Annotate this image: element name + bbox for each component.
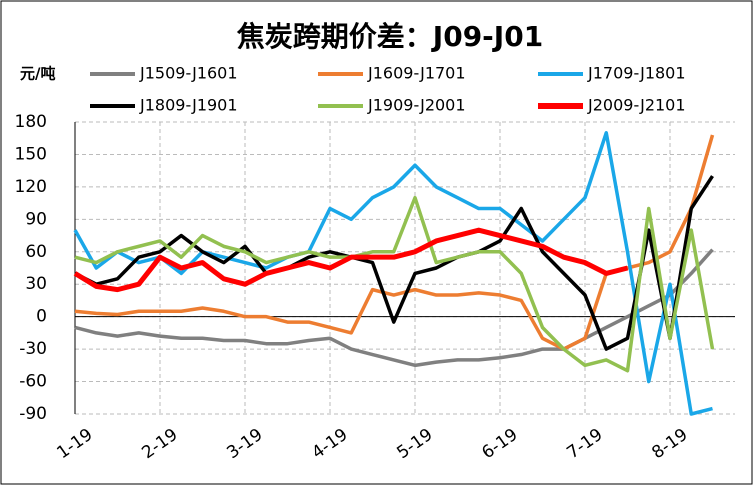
y-tick-label: 120 <box>15 177 47 197</box>
legend-label: J1509-J1601 <box>139 64 238 83</box>
y-tick-label: -30 <box>19 339 47 359</box>
y-tick-label: 180 <box>15 112 47 132</box>
legend-label: J1809-J1901 <box>139 96 238 115</box>
legend-label: J1909-J2001 <box>367 96 466 115</box>
y-tick-label: 90 <box>25 209 47 229</box>
legend-label: J2009-J2101 <box>587 96 686 115</box>
y-tick-label: -60 <box>19 372 47 392</box>
y-tick-label: 30 <box>25 274 47 294</box>
y-axis-label: 元/吨 <box>20 65 55 83</box>
series-line <box>74 195 715 373</box>
y-tick-label: 150 <box>15 144 47 164</box>
series-line <box>74 175 714 351</box>
series-line <box>73 227 629 293</box>
legend-label: J1709-J1801 <box>587 64 686 83</box>
legend-label: J1609-J1701 <box>367 64 466 83</box>
series-line <box>74 248 714 368</box>
y-tick-label: -90 <box>19 404 47 424</box>
chart-title: 焦炭跨期价差：J09-J01 <box>237 20 543 53</box>
y-tick-label: 60 <box>25 242 47 262</box>
y-tick-label: 0 <box>36 307 47 327</box>
series-line <box>73 131 713 416</box>
